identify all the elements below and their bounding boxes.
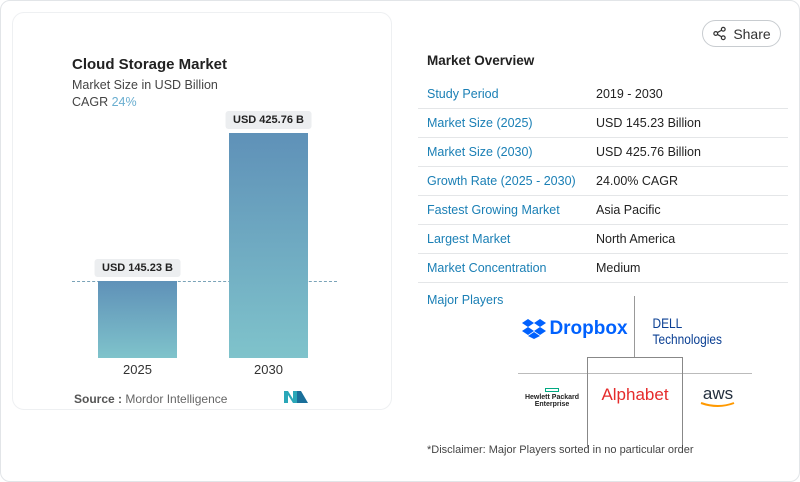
dropbox-icon <box>522 319 547 339</box>
row-label: Study Period <box>427 87 499 101</box>
divider <box>418 282 788 283</box>
share-button[interactable]: Share <box>702 20 781 47</box>
row-value: 24.00% CAGR <box>596 174 678 188</box>
disclaimer: *Disclaimer: Major Players sorted in no … <box>427 444 694 456</box>
major-players-label: Major Players <box>427 293 504 307</box>
logo-box <box>587 357 683 447</box>
row-label: Market Concentration <box>427 261 547 275</box>
source: Source : Mordor Intelligence <box>74 392 227 406</box>
row-value: USD 145.23 Billion <box>596 116 701 130</box>
source-label: Source : <box>74 392 123 406</box>
player-dropbox: Dropbox <box>520 312 630 346</box>
cagr-label: CAGR <box>72 95 109 109</box>
cagr: CAGR 24% <box>72 95 137 109</box>
overview-row: Fastest Growing Market Asia Pacific <box>418 196 788 225</box>
row-value: Asia Pacific <box>596 203 661 217</box>
player-alphabet: Alphabet <box>601 385 669 404</box>
bar-2025 <box>98 281 177 358</box>
overview-row: Market Size (2025) USD 145.23 Billion <box>418 109 788 138</box>
row-value: North America <box>596 232 676 246</box>
row-value: 2019 - 2030 <box>596 87 663 101</box>
share-icon <box>713 26 727 41</box>
player-hpe: Hewlett Packard Enterprise <box>520 385 584 411</box>
row-label: Market Size (2030) <box>427 145 533 159</box>
data-label: USD 425.76 B <box>225 111 312 129</box>
overview-row: Largest Market North America <box>418 225 788 254</box>
overview-title: Market Overview <box>427 53 535 68</box>
overview-row: Study Period 2019 - 2030 <box>418 80 788 109</box>
x-tick-label: 2025 <box>123 362 152 377</box>
row-value: USD 425.76 Billion <box>596 145 701 159</box>
data-label: USD 145.23 B <box>94 259 181 278</box>
cagr-value: 24% <box>111 95 137 109</box>
overview-row: Growth Rate (2025 - 2030) 24.00% CAGR <box>418 167 788 196</box>
chart-title: Cloud Storage Market <box>72 56 228 73</box>
player-aws: aws <box>688 382 748 412</box>
share-label: Share <box>733 25 771 42</box>
row-label: Growth Rate (2025 - 2030) <box>427 174 576 188</box>
bar-2030 <box>229 133 308 358</box>
reference-line <box>72 281 337 282</box>
hpe-logo-icon <box>545 388 559 392</box>
player-dell: DELL Technologies <box>652 315 722 347</box>
divider <box>634 296 635 357</box>
mordor-logo-icon <box>284 391 308 403</box>
chart-card <box>12 12 392 410</box>
x-tick-label: 2030 <box>254 362 283 377</box>
row-label: Market Size (2025) <box>427 116 533 130</box>
row-label: Fastest Growing Market <box>427 203 560 217</box>
overview-row: Market Concentration Medium <box>418 254 788 283</box>
row-label: Largest Market <box>427 232 511 246</box>
source-value: Mordor Intelligence <box>125 392 228 406</box>
divider <box>518 373 752 374</box>
chart-subtitle: Market Size in USD Billion <box>72 78 218 92</box>
aws-smile-icon <box>700 402 735 407</box>
overview-row: Market Size (2030) USD 425.76 Billion <box>418 138 788 167</box>
row-value: Medium <box>596 261 641 275</box>
